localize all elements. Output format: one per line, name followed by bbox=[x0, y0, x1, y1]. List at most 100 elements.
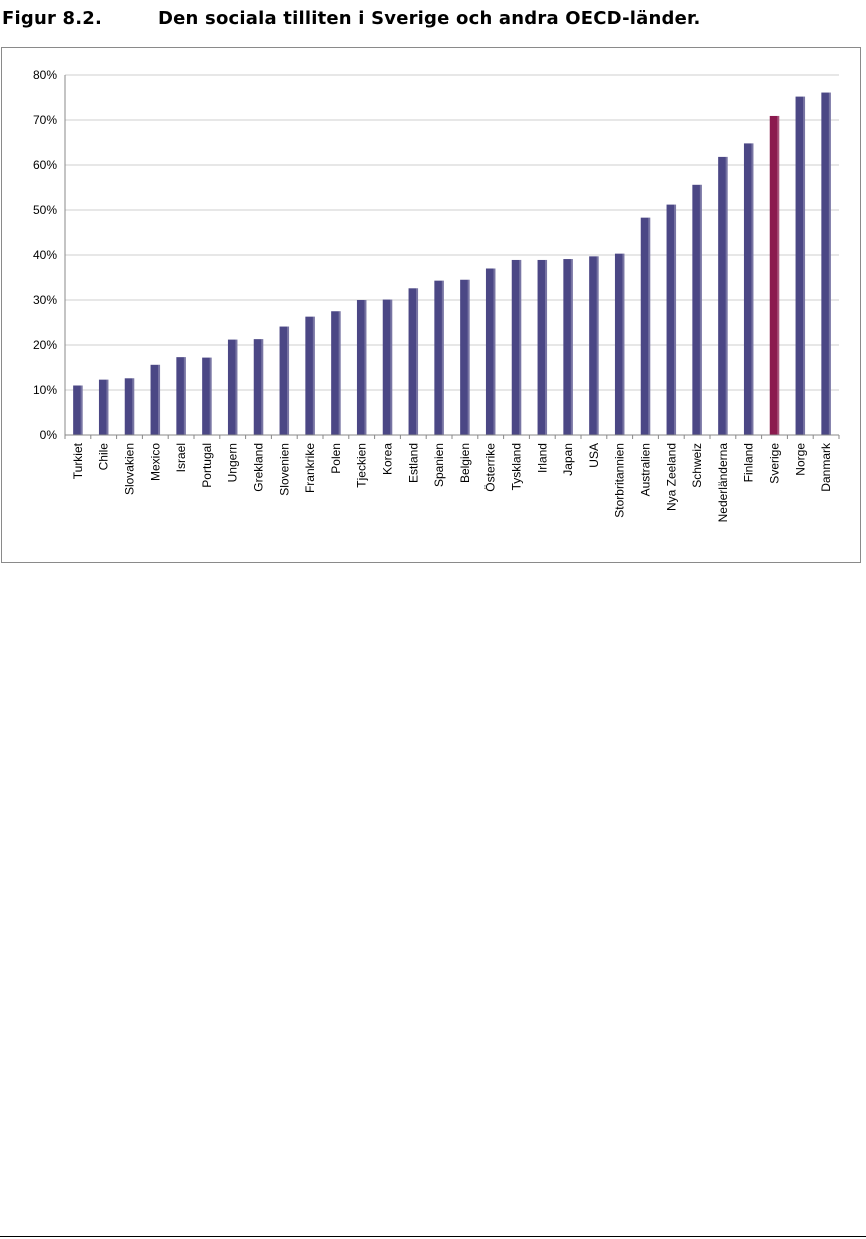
bar bbox=[795, 96, 806, 435]
bar bbox=[305, 316, 315, 435]
axes bbox=[64, 75, 840, 439]
bar-shine bbox=[390, 299, 393, 435]
x-tick-label: Slovenien bbox=[277, 443, 291, 496]
x-tick-label: Israel bbox=[174, 443, 188, 472]
x-tick-label: Portugal bbox=[200, 443, 214, 488]
x-tick-label: Grekland bbox=[252, 443, 266, 492]
bar-shine bbox=[545, 259, 548, 435]
bar bbox=[408, 288, 419, 435]
x-tick-label: Polen bbox=[329, 443, 343, 474]
x-tick-label: Turkiet bbox=[71, 442, 85, 479]
bar-shine bbox=[777, 115, 780, 435]
y-tick-label: 10% bbox=[33, 383, 57, 397]
x-tick-label: Nya Zeeland bbox=[664, 443, 678, 511]
x-tick-label: Österrike bbox=[484, 443, 498, 492]
bar-shine bbox=[828, 92, 831, 436]
bar-highlighted bbox=[769, 115, 780, 435]
bar bbox=[98, 379, 109, 435]
bar-shine bbox=[751, 143, 754, 435]
bar bbox=[718, 156, 728, 435]
bar-shine bbox=[674, 204, 677, 435]
figure-number: Figur 8.2. bbox=[2, 8, 103, 29]
y-tick-labels: 0% 10% 20% 30% 40% 50% 60% 70% 80% bbox=[33, 68, 57, 442]
x-tick-label: USA bbox=[587, 443, 601, 468]
y-tick-label: 80% bbox=[33, 68, 57, 82]
figure-title: Den sociala tilliten i Sverige och andra… bbox=[158, 8, 701, 29]
bar-shine bbox=[364, 300, 367, 435]
x-tick-label: Japan bbox=[561, 443, 575, 476]
x-tick-label: Tjeckien bbox=[355, 443, 369, 488]
bar bbox=[202, 357, 212, 435]
figure-caption: Figur 8.2. Den sociala tilliten i Sverige… bbox=[2, 8, 701, 29]
x-tick-label: Schweiz bbox=[690, 443, 704, 488]
bar bbox=[563, 259, 573, 435]
bar bbox=[614, 253, 625, 435]
bar bbox=[666, 204, 677, 435]
y-tick-label: 0% bbox=[40, 428, 58, 442]
chart-frame: 0% 10% 20% 30% 40% 50% 60% 70% 80% Turkiet Chile S… bbox=[1, 47, 861, 563]
y-tick-label: 40% bbox=[33, 248, 57, 262]
page-bottom-rule bbox=[0, 1236, 866, 1237]
bar-shine bbox=[235, 339, 238, 435]
bar bbox=[253, 339, 264, 435]
bar bbox=[331, 311, 341, 435]
bar bbox=[434, 280, 444, 435]
x-tick-label: Irland bbox=[535, 443, 549, 473]
y-tick-label: 70% bbox=[33, 113, 57, 127]
bar-shine bbox=[338, 311, 341, 435]
bar bbox=[150, 364, 161, 435]
bar-shine bbox=[570, 259, 573, 435]
y-tick-label: 60% bbox=[33, 158, 57, 172]
bar bbox=[511, 259, 522, 435]
bar bbox=[589, 256, 599, 435]
x-tick-label: Belgien bbox=[458, 443, 472, 483]
x-tick-label: Tyskland bbox=[510, 443, 524, 490]
bar-shine bbox=[158, 364, 161, 435]
bar bbox=[537, 259, 548, 435]
bar bbox=[227, 339, 238, 435]
x-tick-label: Chile bbox=[97, 443, 111, 471]
x-tick-labels: Turkiet Chile Slovakien Mexico Israel Portuga… bbox=[71, 442, 833, 522]
bar-shine bbox=[183, 357, 186, 435]
x-tick-label: Estland bbox=[406, 443, 420, 483]
x-tick-label: Australien bbox=[639, 443, 653, 496]
bar bbox=[460, 279, 470, 435]
x-tick-label: Nederländerna bbox=[716, 443, 730, 523]
bar-shine bbox=[261, 339, 264, 435]
bar bbox=[692, 184, 702, 435]
bar bbox=[124, 378, 135, 435]
bar-shine bbox=[441, 280, 444, 435]
bar-shine bbox=[648, 217, 651, 435]
x-tick-label: Mexico bbox=[148, 443, 162, 481]
bar-shine bbox=[312, 316, 315, 435]
bar-shine bbox=[209, 357, 212, 435]
bars bbox=[73, 92, 831, 436]
bar-shine bbox=[622, 253, 625, 435]
bar bbox=[743, 143, 754, 435]
bar bbox=[821, 92, 831, 436]
x-tick-label: Slovakien bbox=[123, 443, 137, 495]
x-tick-label: Finland bbox=[742, 443, 756, 482]
bar-shine bbox=[80, 385, 83, 435]
bar-shine bbox=[699, 184, 702, 435]
bar-shine bbox=[803, 96, 806, 435]
bar bbox=[640, 217, 651, 435]
bar-chart: 0% 10% 20% 30% 40% 50% 60% 70% 80% Turkiet Chile S… bbox=[33, 68, 840, 522]
bar-shine bbox=[287, 326, 290, 435]
bar-shine bbox=[519, 259, 522, 435]
bar bbox=[176, 357, 186, 435]
bar-shine bbox=[467, 279, 470, 435]
bar-shine bbox=[416, 288, 419, 435]
bar bbox=[382, 299, 393, 435]
y-tick-label: 30% bbox=[33, 293, 57, 307]
y-tick-label: 20% bbox=[33, 338, 57, 352]
x-tick-label: Frankrike bbox=[303, 443, 317, 493]
x-tick-label: Danmark bbox=[819, 442, 833, 492]
x-tick-label: Spanien bbox=[432, 443, 446, 487]
bar bbox=[485, 268, 496, 435]
bar-shine bbox=[596, 256, 599, 435]
bar bbox=[279, 326, 290, 435]
bar-shine bbox=[132, 378, 135, 435]
bar bbox=[356, 300, 367, 435]
bar bbox=[73, 385, 83, 435]
